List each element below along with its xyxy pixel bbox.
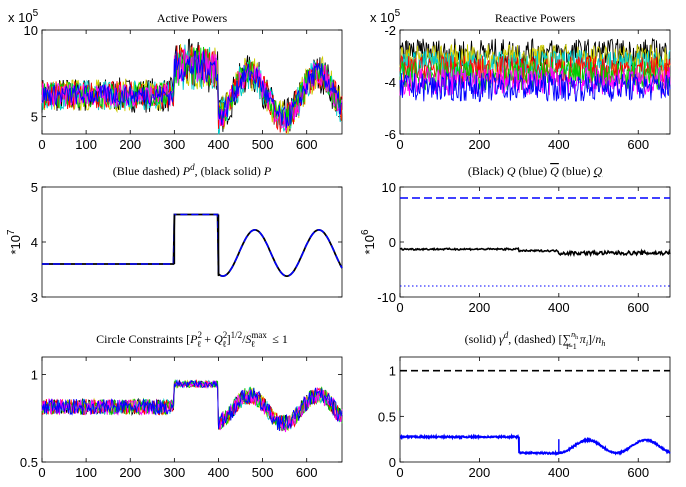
series-line — [41, 46, 343, 129]
y-tick-label: 0 — [389, 235, 396, 250]
y-axis-label: *107 — [6, 229, 23, 255]
x-tick-label: 200 — [469, 300, 491, 315]
x-tick-label: 400 — [548, 300, 570, 315]
series-lines — [399, 37, 671, 103]
panel-2: 0 200 400 600 -6 -4 -2 Reactive Powers x 105 — [370, 8, 671, 152]
x-tick-label: 0 — [396, 465, 403, 480]
x-tick-label: 0 — [38, 137, 45, 152]
y-tick-label: 10 — [24, 23, 38, 38]
panel-6: 0 200 400 600 0 0.5 1 (solid) γd, (dashed) [∑nh… — [378, 330, 671, 480]
series-line — [399, 60, 671, 91]
y-tick-label: 5 — [31, 180, 38, 195]
panel-3: 3 4 5 (Blue dashed) Pd, (black solid) P *107 — [6, 162, 343, 305]
y-tick-label: 1 — [31, 368, 38, 383]
x-tick-label: 200 — [469, 465, 491, 480]
x-tick-label: 200 — [119, 465, 141, 480]
panel-title: Reactive Powers — [495, 11, 576, 25]
axis-exponent: x 105 — [370, 8, 401, 25]
series-line — [41, 379, 343, 433]
plot-frame — [399, 356, 671, 463]
y-tick-label: 0 — [389, 455, 396, 470]
x-tick-label: 500 — [252, 465, 274, 480]
y-tick-label: 3 — [31, 290, 38, 305]
plot-frame — [399, 186, 671, 298]
y-tick-label: 4 — [31, 235, 38, 250]
y-axis-label: *106 — [360, 229, 377, 255]
y-tick-label: 0.5 — [20, 455, 38, 470]
x-tick-label: 400 — [208, 465, 230, 480]
x-tick-label: 100 — [75, 137, 97, 152]
y-tick-label: 0.5 — [378, 409, 396, 424]
series-solid — [399, 433, 671, 457]
y-tick-label: 5 — [31, 110, 38, 125]
x-tick-label: 400 — [548, 465, 570, 480]
panel-5: 0 100 200 300 400 500 600 0.5 1 Circle Constraint… — [20, 330, 343, 480]
x-tick-label: 0 — [38, 465, 45, 480]
y-tick-label: -6 — [384, 127, 396, 142]
x-tick-label: 600 — [627, 465, 649, 480]
x-tick-label: 400 — [548, 137, 570, 152]
plot-frame — [41, 186, 343, 298]
x-tick-label: 200 — [119, 137, 141, 152]
panel-title: (Blue dashed) Pd, (black solid) P — [113, 162, 272, 178]
series-Pd — [42, 213, 343, 277]
series-Q — [399, 246, 671, 258]
x-tick-label: 0 — [396, 137, 403, 152]
x-tick-label: 500 — [252, 137, 274, 152]
panel-1: 0 100 200 300 400 500 600 5 10 Active Powers x 105 — [8, 8, 343, 152]
panel-title: Active Powers — [157, 11, 228, 25]
axis-exponent: x 105 — [8, 8, 39, 25]
x-tick-label: 300 — [164, 465, 186, 480]
x-tick-label: 600 — [296, 137, 318, 152]
series-line — [399, 66, 671, 96]
x-tick-label: 300 — [164, 137, 186, 152]
x-tick-label: 200 — [469, 137, 491, 152]
y-tick-label: 1 — [389, 364, 396, 379]
series-lines — [41, 379, 343, 433]
y-tick-label: -4 — [384, 75, 396, 90]
y-tick-label: -10 — [377, 290, 396, 305]
series-line — [41, 50, 343, 128]
x-tick-label: 400 — [208, 137, 230, 152]
x-tick-label: 600 — [627, 137, 649, 152]
x-tick-label: 600 — [627, 300, 649, 315]
series-line — [399, 71, 671, 103]
x-tick-label: 0 — [396, 300, 403, 315]
y-tick-label: 10 — [382, 180, 396, 195]
panel-title: Circle Constraints [P2 ℓ + Q2 ℓ]1/2/Smax ℓ … — [96, 330, 288, 349]
y-tick-label: -2 — [384, 23, 396, 38]
x-tick-label: 600 — [296, 465, 318, 480]
series-line — [41, 379, 343, 432]
panel-title: (Black) Q (blue) Q (blue) Q — [468, 164, 603, 178]
series-lines — [41, 38, 343, 135]
x-tick-label: 100 — [75, 465, 97, 480]
panel-title: (solid) γd, (dashed) [∑nh i=1 πi]/nh — [465, 330, 606, 351]
